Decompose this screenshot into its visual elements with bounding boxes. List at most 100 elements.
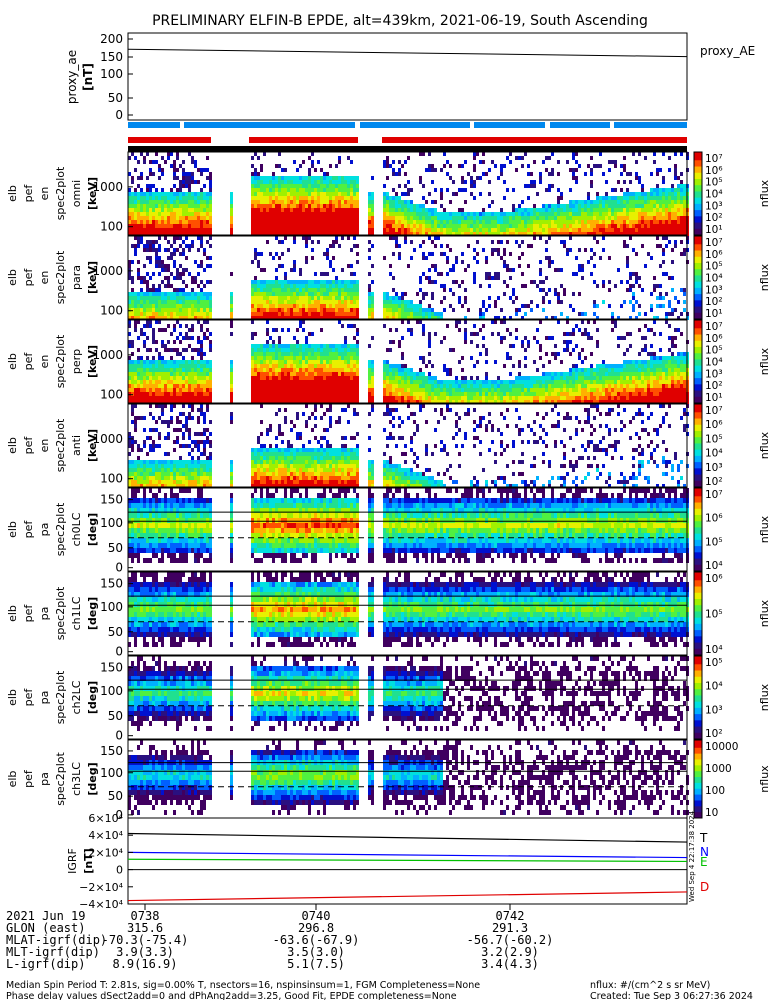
heatmap-cell (317, 312, 320, 316)
heatmap-cell (146, 184, 149, 188)
heatmap-cell (461, 176, 464, 180)
heatmap-cell (161, 280, 164, 284)
heatmap-cell (461, 304, 464, 308)
heatmap-cell (281, 368, 284, 372)
heatmap-cell (305, 292, 308, 296)
heatmap-cell (668, 216, 671, 220)
heatmap-cell (131, 276, 134, 280)
heatmap-cell (680, 228, 683, 232)
heatmap-cell (395, 380, 398, 384)
heatmap-cell (611, 160, 614, 164)
heatmap-cell (320, 392, 323, 396)
heatmap-cell (149, 324, 152, 328)
heatmap-cell (581, 216, 584, 220)
heatmap-cell (428, 336, 431, 340)
heatmap-cell (188, 360, 191, 364)
heatmap-cell (305, 244, 308, 248)
heatmap-cell (608, 196, 611, 200)
heatmap-cell (305, 356, 308, 360)
heatmap-cell (152, 216, 155, 220)
heatmap-cell (368, 396, 371, 400)
heatmap-cell (674, 200, 677, 204)
heatmap-cell (401, 296, 404, 300)
heatmap-cell (401, 400, 404, 404)
heatmap-cell (482, 384, 485, 388)
heatmap-cell (326, 376, 329, 380)
heatmap-cell (161, 340, 164, 344)
heatmap-cell (203, 396, 206, 400)
heatmap-cell (299, 204, 302, 208)
heatmap-cell (140, 368, 143, 372)
heatmap-cell (266, 280, 269, 284)
heatmap-cell (542, 280, 545, 284)
heatmap-cell (173, 168, 176, 172)
heatmap-cell (308, 280, 311, 284)
heatmap-cell (146, 380, 149, 384)
heatmap-cell (680, 312, 683, 316)
heatmap-cell (419, 356, 422, 360)
heatmap-cell (482, 304, 485, 308)
heatmap-cell (575, 228, 578, 232)
heatmap-cell (671, 196, 674, 200)
legend-proxy-ae: proxy_AE (700, 44, 755, 58)
heatmap-cell (191, 156, 194, 160)
heatmap-cell (254, 384, 257, 388)
heatmap-cell (635, 232, 638, 236)
colorbar-swatch (694, 314, 702, 318)
heatmap-cell (275, 304, 278, 308)
heatmap-cell (209, 224, 212, 228)
heatmap-cell (128, 188, 131, 192)
heatmap-cell (299, 272, 302, 276)
heatmap-cell (344, 316, 347, 320)
heatmap-cell (197, 380, 200, 384)
heatmap-cell (317, 396, 320, 400)
heatmap-cell (146, 348, 149, 352)
heatmap-cell (329, 344, 332, 348)
heatmap-cell (152, 272, 155, 276)
heatmap-cell (473, 272, 476, 276)
heatmap-cell (332, 220, 335, 224)
heatmap-cell (188, 208, 191, 212)
heatmap-cell (191, 376, 194, 380)
heatmap-cell (656, 192, 659, 196)
heatmap-cell (416, 228, 419, 232)
heatmap-cell (296, 188, 299, 192)
heatmap-cell (662, 228, 665, 232)
heatmap-cell (491, 276, 494, 280)
heatmap-cell (347, 380, 350, 384)
heatmap-cell (446, 368, 449, 372)
heatmap-cell (593, 212, 596, 216)
heatmap-cell (368, 296, 371, 300)
heatmap-cell (191, 392, 194, 396)
heatmap-cell (266, 232, 269, 236)
heatmap-cell (200, 188, 203, 192)
heatmap-cell (140, 360, 143, 364)
heatmap-cell (206, 384, 209, 388)
heatmap-cell (329, 384, 332, 388)
heatmap-cell (473, 232, 476, 236)
heatmap-cell (230, 324, 233, 328)
heatmap-cell (194, 216, 197, 220)
heatmap-cell (554, 292, 557, 296)
heatmap-cell (314, 360, 317, 364)
heatmap-cell (683, 196, 686, 200)
heatmap-cell (629, 288, 632, 292)
heatmap-cell (323, 364, 326, 368)
heatmap-cell (677, 300, 680, 304)
heatmap-cell (131, 360, 134, 364)
heatmap-cell (458, 396, 461, 400)
heatmap-cell (260, 280, 263, 284)
heatmap-cell (161, 356, 164, 360)
heatmap-cell (338, 220, 341, 224)
heatmap-cell (161, 388, 164, 392)
heatmap-cell (320, 220, 323, 224)
heatmap-cell (449, 176, 452, 180)
heatmap-cell (437, 228, 440, 232)
heatmap-cell (311, 376, 314, 380)
heatmap-cell (647, 212, 650, 216)
heatmap-cell (332, 380, 335, 384)
heatmap-cell (296, 388, 299, 392)
heatmap-cell (563, 292, 566, 296)
heatmap-cell (485, 172, 488, 176)
heatmap-cell (521, 304, 524, 308)
